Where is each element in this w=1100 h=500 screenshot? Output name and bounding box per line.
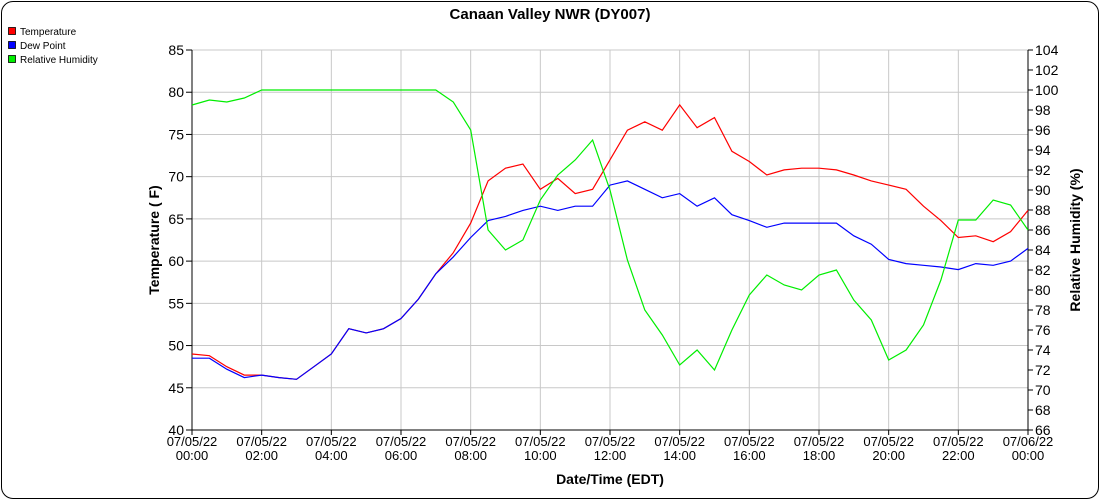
x-tick-time: 00:00 (176, 448, 209, 463)
y-tick-label: 80 (168, 84, 184, 100)
x-tick-date: 07/05/22 (167, 434, 218, 449)
y2-axis-label: Relative Humidity (%) (1067, 168, 1083, 311)
y2-tick-label: 82 (1035, 262, 1051, 278)
y2-tick-label: 68 (1035, 402, 1051, 418)
y2-tick-label: 92 (1035, 162, 1051, 178)
x-tick-date: 07/05/22 (585, 434, 636, 449)
x-tick-time: 14:00 (663, 448, 696, 463)
legend-swatch (8, 27, 16, 35)
x-tick-time: 12:00 (594, 448, 627, 463)
y2-tick-label: 66 (1035, 422, 1051, 438)
y2-tick-label: 80 (1035, 282, 1051, 298)
x-tick-time: 00:00 (1012, 448, 1045, 463)
x-tick-time: 04:00 (315, 448, 348, 463)
y2-tick-label: 88 (1035, 202, 1051, 218)
y-axis-label: Temperature ( F) (146, 185, 162, 294)
y2-tick-label: 84 (1035, 242, 1051, 258)
y-tick-label: 55 (168, 295, 184, 311)
y2-tick-label: 78 (1035, 302, 1051, 318)
y-tick-label: 65 (168, 211, 184, 227)
legend: Temperature Dew Point Relative Humidity (8, 27, 98, 66)
y-tick-label: 60 (168, 253, 184, 269)
x-tick-date: 07/05/22 (724, 434, 775, 449)
grid (191, 49, 1029, 431)
y2-tick-label: 74 (1035, 342, 1051, 358)
y2-tick-label: 86 (1035, 222, 1051, 238)
x-tick-date: 07/05/22 (236, 434, 287, 449)
y-tick-label: 75 (168, 126, 184, 142)
x-tick-date: 07/05/22 (306, 434, 357, 449)
axes: 40 45 50 55 60 65 70 75 80 85 66 68 70 72 74 76 78 80 82 84… (167, 42, 1059, 463)
x-tick-date: 07/05/22 (794, 434, 845, 449)
x-tick-date: 07/06/22 (1003, 434, 1054, 449)
y2-tick-label: 90 (1035, 182, 1051, 198)
legend-swatch (8, 41, 16, 49)
x-tick-time: 20:00 (872, 448, 905, 463)
y-tick-label: 40 (168, 422, 184, 438)
x-tick-time: 18:00 (803, 448, 836, 463)
y-tick-label: 85 (168, 42, 184, 58)
y-tick-label: 45 (168, 380, 184, 396)
y2-tick-label: 96 (1035, 122, 1051, 138)
y2-tick-label: 100 (1035, 82, 1059, 98)
y2-tick-label: 72 (1035, 362, 1051, 378)
chart-title: Canaan Valley NWR (DY007) (450, 6, 651, 23)
x-tick-time: 02:00 (245, 448, 278, 463)
x-tick-date: 07/05/22 (376, 434, 427, 449)
series-lines (191, 89, 1029, 380)
x-tick-date: 07/05/22 (933, 434, 984, 449)
x-tick-date: 07/05/22 (515, 434, 566, 449)
series-line-dew-point (192, 180, 1029, 380)
y-tick-label: 50 (168, 338, 184, 354)
x-tick-time: 06:00 (385, 448, 418, 463)
x-tick-date: 07/05/22 (863, 434, 914, 449)
x-tick-time: 10:00 (524, 448, 557, 463)
y2-tick-label: 102 (1035, 62, 1059, 78)
legend-swatch (8, 55, 16, 63)
x-tick-date: 07/05/22 (654, 434, 705, 449)
y2-tick-label: 70 (1035, 382, 1051, 398)
legend-label: Relative Humidity (20, 55, 98, 66)
x-tick-date: 07/05/22 (445, 434, 496, 449)
series-line-relative-humidity (191, 89, 1029, 372)
legend-label: Temperature (20, 27, 77, 38)
legend-label: Dew Point (20, 41, 66, 52)
x-tick-time: 22:00 (942, 448, 975, 463)
y-tick-label: 70 (168, 169, 184, 185)
x-axis-label: Date/Time (EDT) (556, 471, 664, 487)
y2-tick-label: 104 (1035, 42, 1059, 58)
y2-tick-label: 76 (1035, 322, 1051, 338)
x-tick-time: 08:00 (454, 448, 487, 463)
y2-tick-label: 98 (1035, 102, 1051, 118)
x-tick-time: 16:00 (733, 448, 766, 463)
y2-tick-label: 94 (1035, 142, 1051, 158)
